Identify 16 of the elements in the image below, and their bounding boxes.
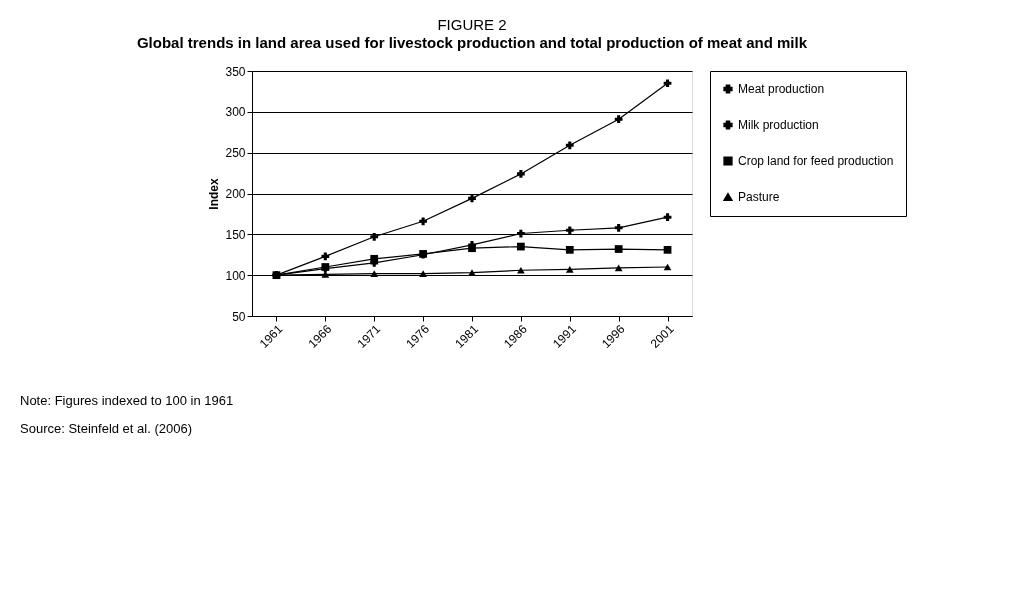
y-tick-label: 200 [225, 187, 246, 201]
legend-label: Pasture [738, 190, 780, 204]
y-tick-label: 300 [225, 105, 246, 120]
y-tick-label: 100 [225, 268, 246, 283]
y-tick-label: 50 [232, 309, 246, 324]
legend-label: Meat production [738, 82, 825, 96]
source-note: Source: Steinfeld et al. (2006) [20, 421, 192, 436]
text: Note: Figures indexed to 100 in 1961 [20, 393, 234, 408]
legend-label: Crop land for feed production [738, 154, 894, 168]
chart-title: FIGURE 2 [437, 16, 507, 33]
y-tick-label: 150 [225, 227, 246, 242]
y-tick-label: 350 [225, 64, 246, 79]
legend-label: Milk production [738, 118, 819, 132]
chart-subtitle: Global trends in land area used for livestock production and total production of meat and milk [136, 34, 808, 51]
y-tick-label: 250 [225, 146, 246, 161]
y-axis-title: Index [207, 178, 222, 210]
